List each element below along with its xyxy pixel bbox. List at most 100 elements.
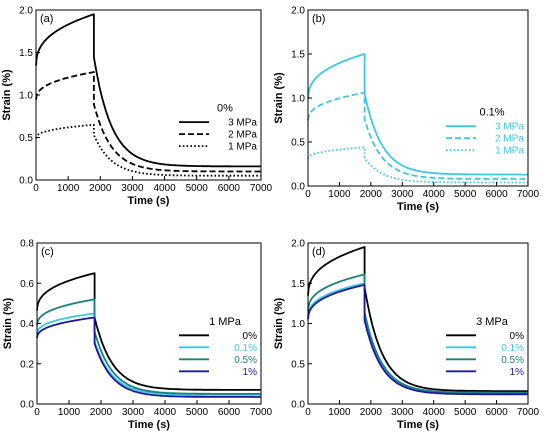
- legend-title: 3 MPa: [476, 316, 509, 328]
- legend-label: 0%: [510, 331, 525, 342]
- x-tick-label: 4000: [154, 407, 177, 418]
- panel-label: (c): [41, 246, 54, 258]
- x-tick-label: 0: [34, 407, 40, 418]
- x-tick-label: 0: [33, 183, 39, 194]
- x-tick-label: 7000: [250, 407, 273, 418]
- legend-label: 1 MPa: [495, 146, 524, 157]
- x-tick-label: 3000: [391, 407, 414, 418]
- series-line-0-: [36, 272, 261, 391]
- x-axis-label: Time (s): [397, 419, 439, 431]
- y-tick-label: 0.0: [291, 400, 305, 411]
- panel-label: (b): [312, 13, 325, 25]
- x-tick-label: 4000: [423, 189, 446, 200]
- series-line-1-mpa: [35, 123, 261, 177]
- series-line-1-: [307, 284, 528, 396]
- panel-3: 0 1000 2000 3000 4000 5000 6000 7000 0.0 0.5 1.0 1.…: [273, 239, 540, 432]
- x-tick-label: 6000: [485, 189, 508, 200]
- series-line-2-mpa: [35, 71, 261, 173]
- legend-label: 0.1%: [234, 343, 257, 354]
- series-line-1-mpa: [307, 146, 528, 184]
- y-tick-label: 1.0: [19, 91, 33, 102]
- x-tick-label: 5000: [186, 183, 209, 194]
- y-tick-label: 1.5: [291, 50, 305, 61]
- legend-label: 0.5%: [501, 355, 524, 366]
- y-tick-label: 1.5: [19, 48, 33, 59]
- series-line-3-mpa: [307, 53, 528, 176]
- legend-label: 2 MPa: [228, 130, 257, 141]
- x-tick-label: 0: [305, 189, 311, 200]
- panel-label: (a): [40, 13, 53, 25]
- plot-frame: [35, 9, 262, 181]
- x-tick-label: 5000: [186, 407, 209, 418]
- plot-frame: [307, 9, 529, 187]
- x-tick-label: 7000: [250, 183, 273, 194]
- x-tick-label: 6000: [218, 407, 241, 418]
- y-tick-label: 1.0: [291, 319, 305, 330]
- y-tick-label: 0.6: [20, 279, 34, 290]
- x-tick-label: 4000: [153, 183, 176, 194]
- x-tick-label: 1000: [57, 183, 80, 194]
- legend-label: 1%: [243, 367, 258, 378]
- y-tick-label: 0.0: [20, 400, 34, 411]
- panel-2: 0 1000 2000 3000 4000 5000 6000 7000 0.0 0.2 0.4 0.…: [2, 239, 273, 432]
- series-line-0-5-: [36, 298, 261, 395]
- legend-label: 3 MPa: [228, 118, 257, 129]
- x-tick-label: 2000: [90, 407, 113, 418]
- y-tick-label: 0.8: [20, 239, 34, 250]
- panel-label: (d): [312, 246, 325, 258]
- x-tick-label: 1000: [328, 189, 351, 200]
- x-tick-label: 2000: [360, 407, 383, 418]
- series-line-0-1-: [36, 312, 261, 396]
- y-tick-label: 2.0: [291, 239, 305, 250]
- x-tick-label: 2000: [89, 183, 112, 194]
- legend-title: 0.1%: [479, 107, 504, 119]
- y-tick-label: 0.5: [291, 359, 305, 370]
- legend-label: 3 MPa: [495, 122, 524, 133]
- legend-label: 0.1%: [501, 343, 524, 354]
- x-tick-label: 6000: [485, 407, 508, 418]
- y-axis-label: Strain (%): [273, 297, 285, 349]
- x-tick-label: 2000: [360, 189, 383, 200]
- x-axis-label: Time (s): [128, 419, 170, 431]
- legend-title: 0%: [217, 103, 233, 115]
- x-tick-label: 5000: [454, 407, 477, 418]
- x-tick-label: 0: [305, 407, 311, 418]
- y-axis-label: Strain (%): [273, 72, 285, 124]
- y-tick-label: 0.2: [20, 359, 34, 370]
- series-line-0-1-: [307, 282, 528, 395]
- x-tick-label: 1000: [58, 407, 81, 418]
- legend-label: 2 MPa: [495, 134, 524, 145]
- legend-label: 1%: [510, 367, 525, 378]
- y-tick-label: 0.0: [19, 176, 33, 187]
- x-tick-label: 3000: [391, 189, 414, 200]
- x-tick-label: 5000: [454, 189, 477, 200]
- y-tick-label: 0.0: [291, 182, 305, 193]
- y-tick-label: 0.4: [20, 319, 34, 330]
- y-axis-label: Strain (%): [2, 297, 14, 349]
- y-axis-label: Strain (%): [1, 69, 13, 121]
- x-axis-label: Time (s): [397, 201, 439, 213]
- y-tick-label: 2.0: [291, 6, 305, 17]
- x-tick-label: 3000: [122, 407, 145, 418]
- legend-label: 0%: [243, 331, 258, 342]
- x-tick-label: 7000: [517, 189, 540, 200]
- legend-label: 1 MPa: [228, 142, 257, 153]
- panel-0: 0 1000 2000 3000 4000 5000 6000 7000 0.0 0.5 1.0 1.…: [1, 6, 273, 208]
- series-line-0-: [307, 246, 528, 392]
- series-line-0-5-: [307, 273, 528, 394]
- y-tick-label: 1.0: [291, 94, 305, 105]
- series-line-3-mpa: [35, 13, 261, 168]
- panel-1: 0 1000 2000 3000 4000 5000 6000 7000 0.0 0.5 1.0 1.…: [273, 6, 540, 214]
- series-line-2-mpa: [307, 91, 528, 180]
- y-tick-label: 1.5: [291, 279, 305, 290]
- legend-label: 0.5%: [234, 355, 257, 366]
- x-tick-label: 4000: [423, 407, 446, 418]
- series-line-1-: [36, 316, 261, 398]
- x-tick-label: 1000: [328, 407, 351, 418]
- x-tick-label: 6000: [218, 183, 241, 194]
- x-axis-label: Time (s): [128, 195, 170, 207]
- x-tick-label: 3000: [121, 183, 144, 194]
- legend-title: 1 MPa: [209, 316, 242, 328]
- y-tick-label: 0.5: [291, 138, 305, 149]
